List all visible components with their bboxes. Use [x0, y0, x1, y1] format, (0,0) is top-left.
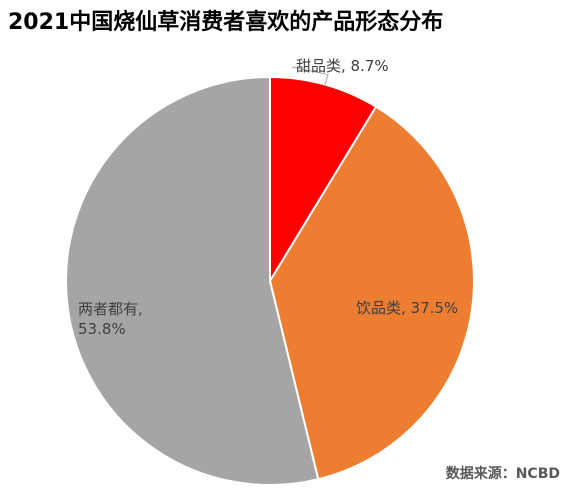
- leader-line: [291, 66, 329, 85]
- pie-slice-3: [65, 75, 320, 486]
- pie-slice-2: [268, 105, 475, 481]
- data-label: 饮品类, 37.5%: [356, 299, 458, 317]
- data-source: 数据来源：NCBD: [445, 466, 560, 482]
- chart-title: 2021中国烧仙草消费者喜欢的产品形态分布: [8, 10, 444, 35]
- data-label: 甜品类, 8.7%: [296, 57, 389, 75]
- data-label: 两者都有, 53.8%: [78, 300, 143, 338]
